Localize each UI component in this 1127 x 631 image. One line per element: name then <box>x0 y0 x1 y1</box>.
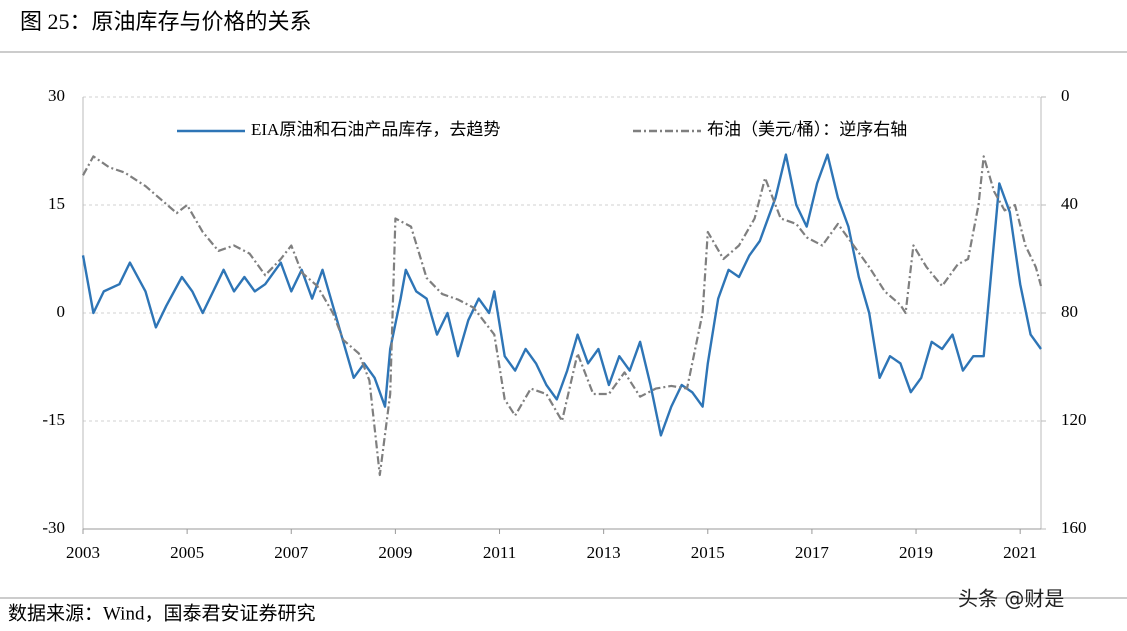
x-tick-label: 2017 <box>795 543 830 562</box>
x-tick-label: 2011 <box>483 543 516 562</box>
y2-tick-label: 80 <box>1061 302 1078 321</box>
y-tick-label: 30 <box>48 86 65 105</box>
x-tick-label: 2015 <box>691 543 725 562</box>
x-tick-label: 2009 <box>378 543 412 562</box>
watermark: 头条 @财是 <box>958 587 1064 611</box>
x-tick-label: 2007 <box>274 543 309 562</box>
x-tick-label: 2005 <box>170 543 204 562</box>
y-tick-label: -30 <box>42 518 65 537</box>
x-tick-label: 2003 <box>66 543 100 562</box>
legend-label: 布油（美元/桶）：逆序右轴 <box>707 120 907 139</box>
x-tick-label: 2021 <box>1003 543 1037 562</box>
y-tick-label: 15 <box>48 194 65 213</box>
source-note: 数据来源：Wind，国泰君安证券研究 <box>8 602 315 624</box>
y2-tick-label: 40 <box>1061 194 1078 213</box>
legend-label: EIA原油和石油产品库存，去趋势 <box>251 120 500 139</box>
y-tick-label: -15 <box>42 410 65 429</box>
series-line <box>82 155 1043 477</box>
y2-tick-label: 0 <box>1061 86 1070 105</box>
x-tick-label: 2013 <box>587 543 621 562</box>
y2-tick-label: 120 <box>1061 410 1087 429</box>
y-tick-label: 0 <box>57 302 66 321</box>
chart-title: 图 25：原油库存与价格的关系 <box>20 9 312 34</box>
y2-tick-label: 160 <box>1061 518 1087 537</box>
series-line <box>81 153 1042 437</box>
x-tick-label: 2019 <box>899 543 933 562</box>
